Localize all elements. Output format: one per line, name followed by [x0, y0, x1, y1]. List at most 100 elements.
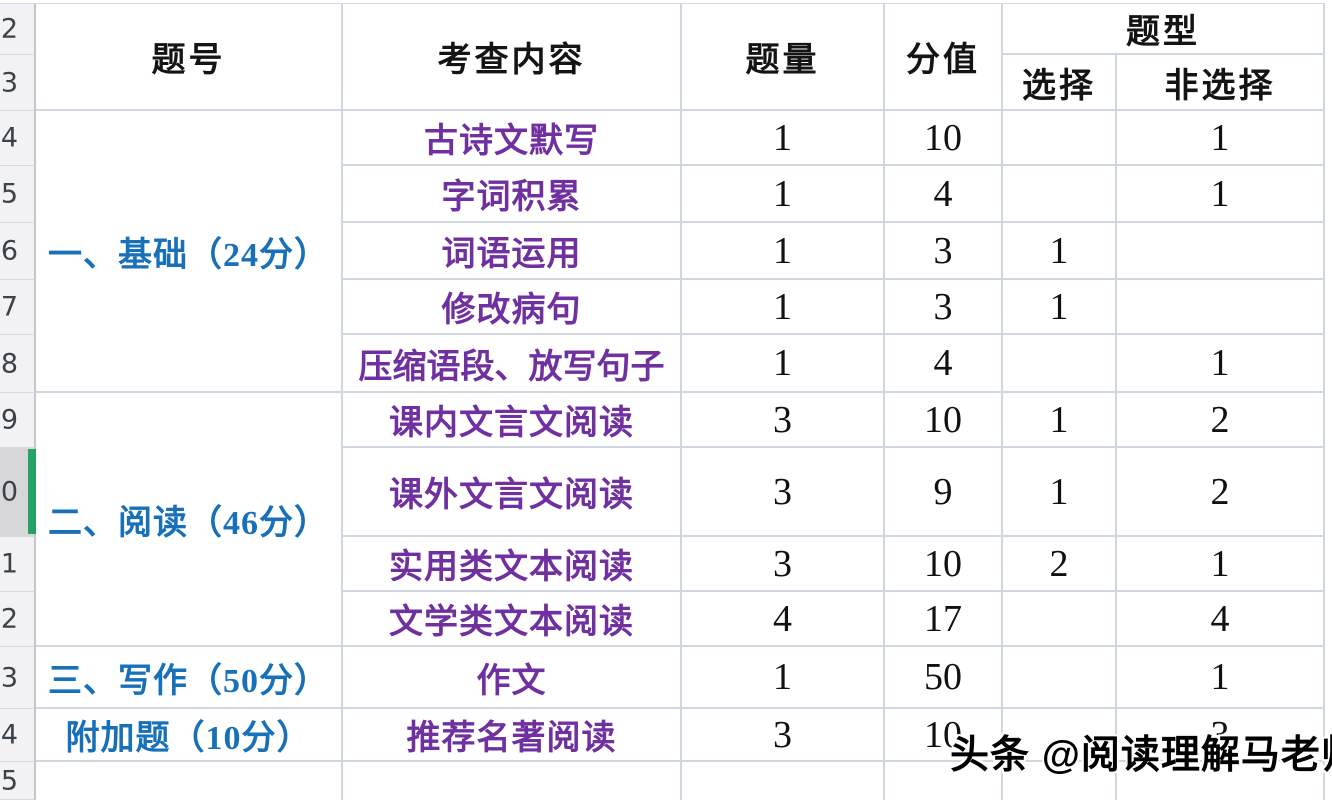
row-number: 14 [0, 719, 18, 751]
row-header[interactable]: 3 [0, 55, 36, 111]
empty-cell[interactable] [885, 762, 1003, 800]
header-quantity[interactable]: 题量 [682, 4, 885, 111]
cell-content[interactable]: 字词积累 [343, 166, 682, 223]
cell-content[interactable]: 压缩语段、放写句子 [343, 335, 682, 393]
cell-choice[interactable]: 2 [1003, 537, 1117, 592]
cell-content[interactable]: 古诗文默写 [343, 111, 682, 166]
cell-score[interactable]: 17 [885, 592, 1003, 647]
watermark: 头条 @阅读理解马老师 [950, 734, 1332, 777]
cell-quantity[interactable]: 3 [682, 448, 885, 537]
row-number: 3 [0, 67, 18, 98]
cell-choice[interactable]: 1 [1003, 448, 1117, 537]
header-question-no[interactable]: 题号 [36, 4, 343, 111]
row-header[interactable]: 13 [0, 647, 36, 709]
cell-non-choice[interactable]: 1 [1117, 647, 1325, 709]
row-header[interactable]: 11 [0, 537, 36, 592]
empty-cell[interactable] [1003, 762, 1117, 800]
cell-score[interactable]: 10 [885, 709, 1003, 762]
cell-non-choice[interactable] [1117, 280, 1325, 335]
row-header[interactable]: 4 [0, 111, 36, 166]
cell-score[interactable]: 3 [885, 280, 1003, 335]
cell-content[interactable]: 课内文言文阅读 [343, 393, 682, 448]
empty-cell[interactable] [343, 762, 682, 800]
section-reading[interactable]: 二、阅读（46分） [36, 393, 343, 647]
row-number: 6 [0, 235, 18, 267]
cell-content[interactable]: 作文 [343, 647, 682, 709]
cell-non-choice[interactable]: 3 [1117, 709, 1325, 762]
row-header[interactable]: 7 [0, 280, 36, 335]
cell-quantity[interactable]: 1 [682, 223, 885, 280]
cell-content[interactable]: 词语运用 [343, 223, 682, 280]
cell-quantity[interactable]: 1 [682, 647, 885, 709]
empty-cell[interactable] [1117, 762, 1325, 800]
cell-choice[interactable] [1003, 166, 1117, 223]
cell-content[interactable]: 课外文言文阅读 [343, 448, 682, 537]
row-header[interactable]: 6 [0, 223, 36, 280]
cell-non-choice[interactable]: 2 [1117, 393, 1325, 448]
header-non-choice[interactable]: 非选择 [1117, 55, 1325, 111]
cell-content[interactable]: 文学类文本阅读 [343, 592, 682, 647]
cell-non-choice[interactable] [1117, 223, 1325, 280]
empty-cell[interactable] [682, 762, 885, 800]
cell-quantity[interactable]: 4 [682, 592, 885, 647]
row-number: 11 [0, 548, 18, 580]
cell-quantity[interactable]: 3 [682, 537, 885, 592]
cell-score[interactable]: 4 [885, 335, 1003, 393]
cell-content[interactable]: 实用类文本阅读 [343, 537, 682, 592]
cell-choice[interactable] [1003, 709, 1117, 762]
cell-choice[interactable]: 1 [1003, 280, 1117, 335]
row-number: 5 [0, 178, 18, 210]
cell-choice[interactable] [1003, 592, 1117, 647]
row-header[interactable]: 8 [0, 335, 36, 393]
row-number: 4 [0, 122, 18, 154]
row-header[interactable]: 2 [0, 4, 36, 55]
row-number: 13 [0, 662, 18, 693]
empty-cell[interactable] [36, 762, 343, 800]
cell-quantity[interactable]: 1 [682, 335, 885, 393]
header-content[interactable]: 考查内容 [343, 4, 682, 111]
row-header[interactable]: 14 [0, 709, 36, 762]
cell-non-choice[interactable]: 1 [1117, 166, 1325, 223]
cell-choice[interactable] [1003, 647, 1117, 709]
cell-non-choice[interactable]: 2 [1117, 448, 1325, 537]
section-bonus[interactable]: 附加题（10分） [36, 709, 343, 762]
cell-quantity[interactable]: 1 [682, 166, 885, 223]
cell-score[interactable]: 4 [885, 166, 1003, 223]
row-header[interactable]: 15 [0, 762, 36, 800]
section-basics[interactable]: 一、基础（24分） [36, 111, 343, 393]
row-header[interactable]: 12 [0, 592, 36, 647]
cell-non-choice[interactable]: 1 [1117, 335, 1325, 393]
cell-non-choice[interactable]: 1 [1117, 537, 1325, 592]
cell-content[interactable]: 修改病句 [343, 280, 682, 335]
row-number: 7 [0, 291, 18, 323]
cell-choice[interactable]: 1 [1003, 393, 1117, 448]
row-number: 8 [0, 348, 18, 379]
cell-quantity[interactable]: 3 [682, 393, 885, 448]
cell-score[interactable]: 10 [885, 537, 1003, 592]
cell-score[interactable]: 50 [885, 647, 1003, 709]
cell-quantity[interactable]: 1 [682, 111, 885, 166]
cell-score[interactable]: 10 [885, 393, 1003, 448]
cell-choice[interactable]: 1 [1003, 223, 1117, 280]
cell-quantity[interactable]: 3 [682, 709, 885, 762]
row-number: 9 [0, 404, 18, 436]
cell-non-choice[interactable]: 4 [1117, 592, 1325, 647]
row-header[interactable]: 5 [0, 166, 36, 223]
cell-score[interactable]: 9 [885, 448, 1003, 537]
cell-score[interactable]: 3 [885, 223, 1003, 280]
header-choice[interactable]: 选择 [1003, 55, 1117, 111]
row-number: 2 [0, 13, 18, 45]
cell-choice[interactable] [1003, 111, 1117, 166]
cell-content[interactable]: 推荐名著阅读 [343, 709, 682, 762]
row-number: 12 [0, 603, 18, 635]
cell-non-choice[interactable]: 1 [1117, 111, 1325, 166]
header-type-group[interactable]: 题型 [1003, 4, 1325, 55]
row-number: 15 [0, 765, 18, 796]
row-header[interactable]: 9 [0, 393, 36, 448]
header-score[interactable]: 分值 [885, 4, 1003, 111]
cell-score[interactable]: 10 [885, 111, 1003, 166]
cell-quantity[interactable]: 1 [682, 280, 885, 335]
cell-choice[interactable] [1003, 335, 1117, 393]
section-writing[interactable]: 三、写作（50分） [36, 647, 343, 709]
